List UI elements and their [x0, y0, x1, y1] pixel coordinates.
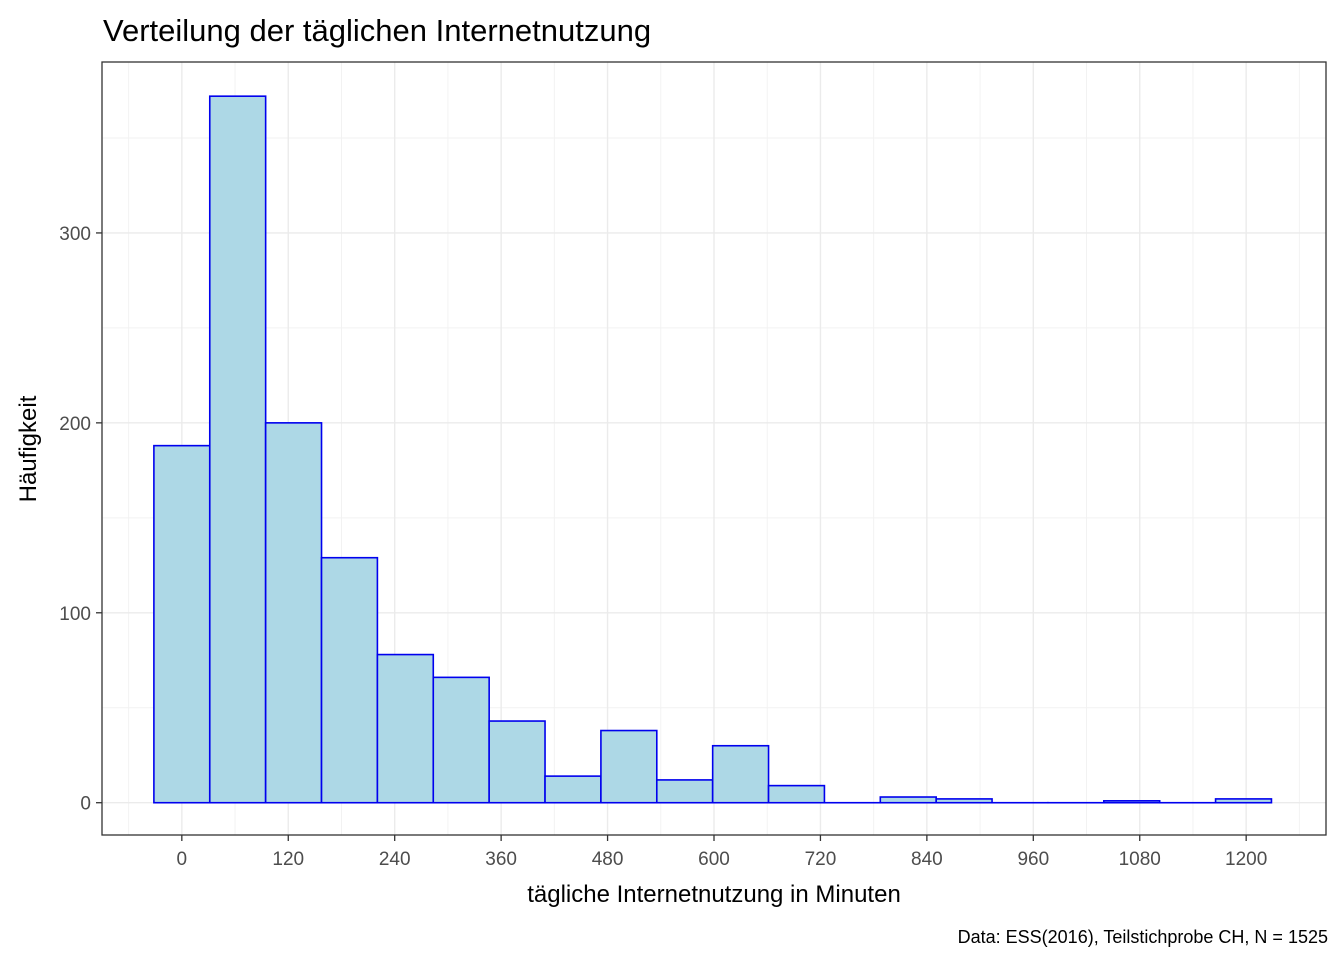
y-tick-label: 100 — [59, 604, 91, 625]
y-tick-label: 300 — [59, 224, 91, 245]
y-axis-title: Häufigkeit — [15, 395, 42, 502]
x-tick-label: 1200 — [1225, 849, 1267, 870]
histogram-bar — [935, 798, 993, 804]
x-tick-label: 240 — [379, 849, 411, 870]
histogram-bar — [320, 556, 379, 804]
y-tick-label: 0 — [80, 794, 91, 815]
chart-caption: Data: ESS(2016), Teilstichprobe CH, N = … — [958, 927, 1328, 947]
histogram-bar — [544, 775, 602, 804]
histogram-bar — [600, 729, 658, 804]
x-tick-label: 120 — [272, 849, 304, 870]
x-axis-ticks: 0 120 240 360 480 600 720 840 960 1080 1200 — [177, 835, 1267, 870]
x-tick-label: 960 — [1017, 849, 1049, 870]
x-tick-label: 600 — [698, 849, 730, 870]
histogram-bar — [376, 653, 435, 804]
histogram-bar — [208, 95, 267, 804]
x-tick-label: 360 — [485, 849, 517, 870]
x-tick-label: 720 — [805, 849, 837, 870]
x-axis-title: tägliche Internetnutzung in Minuten — [527, 881, 901, 908]
histogram-bar — [1214, 798, 1273, 804]
histogram-bar — [432, 676, 490, 804]
histogram-bar — [1103, 800, 1161, 804]
y-axis-ticks: 0 100 200 300 — [59, 224, 102, 815]
histogram-bar — [153, 444, 211, 804]
x-tick-label: 480 — [592, 849, 624, 870]
x-tick-label: 0 — [177, 849, 188, 870]
histogram-bars — [153, 95, 1273, 804]
y-tick-label: 200 — [59, 414, 91, 435]
x-tick-label: 840 — [911, 849, 943, 870]
histogram-bar — [264, 422, 323, 804]
x-tick-label: 1080 — [1119, 849, 1161, 870]
histogram-bar — [488, 720, 546, 804]
histogram-bar — [767, 784, 826, 804]
histogram-bar — [655, 779, 714, 804]
chart-title: Verteilung der täglichen Internetnutzung — [103, 13, 651, 48]
histogram-bar — [711, 744, 770, 804]
histogram-bar — [879, 796, 937, 804]
